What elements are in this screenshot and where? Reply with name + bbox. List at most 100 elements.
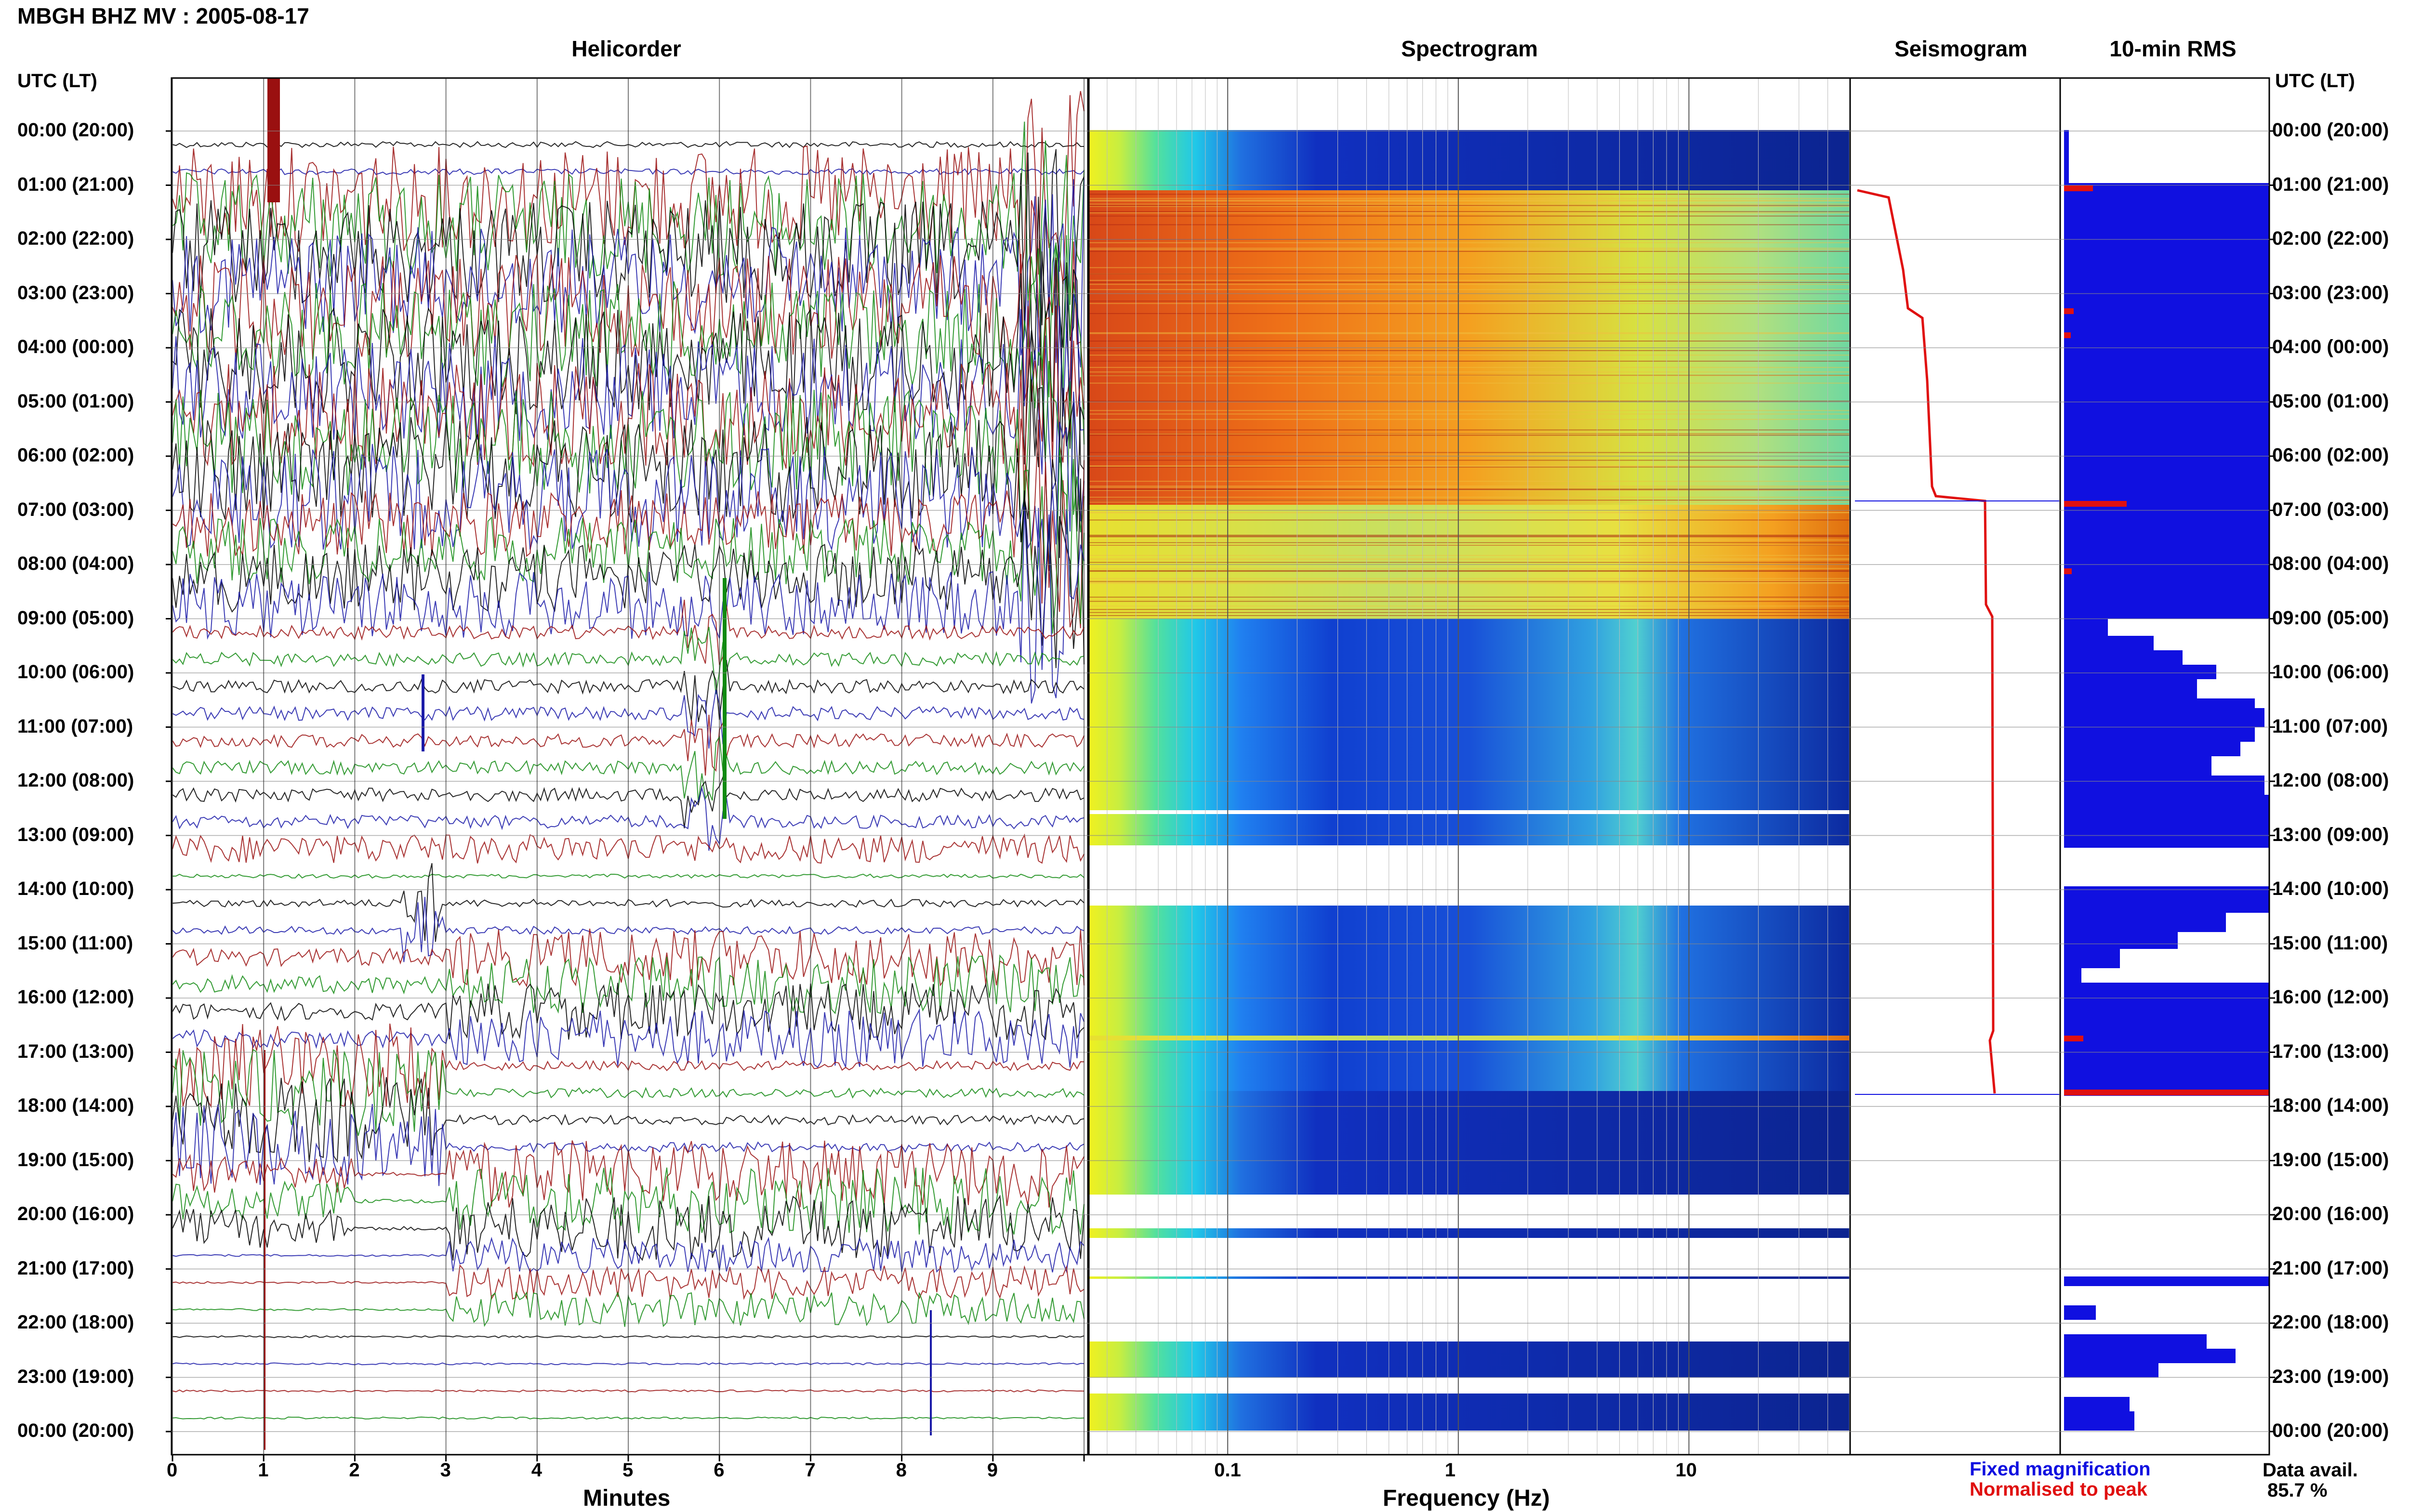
- rms-bar: [2064, 776, 2264, 795]
- rms-bar: [2064, 1276, 2269, 1286]
- helicorder-event-spike: [264, 1050, 265, 1450]
- frequency-tick-label: 0.1: [1214, 1459, 1241, 1481]
- rms-bar: [2064, 1305, 2096, 1320]
- spectrogram-title: Spectrogram: [1401, 36, 1538, 61]
- minute-tick-label: 7: [805, 1459, 816, 1481]
- spectrogram-striation: [1089, 559, 1849, 561]
- spectrogram-striation: [1089, 350, 1849, 351]
- rms-bar: [2064, 636, 2154, 650]
- time-tick-right: 08:00 (04:00): [2272, 553, 2389, 574]
- spectrogram-band: [1089, 1228, 1849, 1238]
- spectrogram-striation: [1089, 539, 1849, 541]
- spectrogram-band: [1089, 619, 1849, 845]
- frequency-tick-label: 10: [1675, 1459, 1697, 1481]
- legend-normalised-to-peak: Normalised to peak: [1970, 1479, 2148, 1500]
- time-tick-right: 05:00 (01:00): [2272, 390, 2389, 412]
- spectrogram-striation: [1089, 562, 1849, 563]
- spectrogram-striation: [1089, 333, 1849, 334]
- spectrogram-striation: [1089, 371, 1849, 373]
- minute-tick-label: 2: [349, 1459, 360, 1481]
- spectrogram-striation: [1089, 612, 1849, 613]
- time-tick-left: 09:00 (05:00): [17, 607, 134, 629]
- spectrogram-striation: [1089, 360, 1849, 362]
- frequency-axis-label: Frequency (Hz): [1383, 1486, 1550, 1511]
- rms-title: 10-min RMS: [2109, 36, 2237, 61]
- time-tick-left: 06:00 (02:00): [17, 445, 134, 466]
- spectrogram-striation: [1089, 570, 1849, 571]
- time-tick-right: 19:00 (15:00): [2272, 1149, 2389, 1170]
- minute-tick-label: 9: [987, 1459, 998, 1481]
- spectrogram-striation: [1089, 282, 1849, 283]
- minute-tick-label: 6: [714, 1459, 725, 1481]
- spectrogram-striation: [1089, 466, 1849, 468]
- minute-tick-label: 8: [896, 1459, 907, 1481]
- spectrogram-striation: [1089, 542, 1849, 543]
- spectrogram-striation: [1089, 581, 1849, 583]
- spectrogram-striation: [1089, 497, 1849, 498]
- spectrogram-striation: [1089, 583, 1849, 584]
- time-tick-right: 00:00 (20:00): [2272, 1420, 2389, 1441]
- utc-lt-left-header: UTC (LT): [17, 70, 97, 92]
- time-tick-left: 15:00 (11:00): [17, 932, 133, 954]
- spectrogram-striation: [1089, 555, 1849, 556]
- spectrogram-striation: [1089, 596, 1849, 598]
- time-tick-left: 11:00 (07:00): [17, 715, 133, 737]
- page-title: MBGH BHZ MV : 2005-08-17: [17, 3, 309, 28]
- time-tick-left: 22:00 (18:00): [17, 1312, 134, 1333]
- spectrogram-striation: [1089, 375, 1849, 376]
- spectrogram-striation: [1089, 413, 1849, 415]
- rms-bar: [2064, 679, 2197, 698]
- minute-tick-label: 1: [258, 1459, 269, 1481]
- spectrogram-striation: [1089, 578, 1849, 579]
- rms-normalised-bar: [2064, 501, 2127, 507]
- rms-normalised-bar: [2064, 568, 2072, 574]
- helicorder-event-spike: [422, 674, 424, 751]
- spectrogram-striation: [1089, 205, 1849, 206]
- spectrogram-striation: [1089, 341, 1849, 342]
- rms-bar: [2064, 130, 2069, 183]
- spectrogram-striation: [1089, 490, 1849, 491]
- rms-bar: [2064, 698, 2255, 708]
- time-tick-right: 06:00 (02:00): [2272, 445, 2389, 466]
- time-tick-left: 12:00 (08:00): [17, 770, 134, 791]
- time-tick-left: 00:00 (20:00): [17, 119, 134, 141]
- spectrogram-striation: [1089, 303, 1849, 304]
- rms-bar: [2064, 932, 2178, 949]
- spectrogram-striation: [1089, 301, 1849, 302]
- legend-fixed-magnification: Fixed magnification: [1970, 1459, 2151, 1480]
- helicorder-event-spike: [723, 578, 727, 819]
- minute-tick-label: 4: [531, 1459, 543, 1481]
- time-tick-right: 09:00 (05:00): [2272, 607, 2389, 629]
- rms-bar: [2064, 1397, 2130, 1411]
- spectrogram-striation: [1089, 571, 1849, 572]
- time-tick-left: 19:00 (15:00): [17, 1149, 134, 1170]
- rms-normalised-bar: [2064, 308, 2074, 314]
- time-tick-right: 22:00 (18:00): [2272, 1312, 2389, 1333]
- spectrogram-band: [1089, 1341, 1849, 1378]
- rms-bar: [2064, 968, 2081, 983]
- spectrogram-striation: [1089, 544, 1849, 546]
- time-tick-left: 04:00 (00:00): [17, 336, 134, 357]
- spectrogram-striation: [1089, 242, 1849, 243]
- rms-bar: [2064, 756, 2211, 776]
- time-tick-right: 00:00 (20:00): [2272, 119, 2389, 141]
- spectrogram-striation: [1089, 382, 1849, 384]
- time-tick-right: 23:00 (19:00): [2272, 1366, 2389, 1387]
- rms-bar: [2064, 795, 2269, 848]
- spectrogram-striation: [1089, 199, 1849, 201]
- rms-normalised-bar: [2064, 1036, 2083, 1041]
- time-tick-left: 00:00 (20:00): [17, 1420, 134, 1441]
- spectrogram-striation: [1089, 488, 1849, 490]
- spectrogram-striation: [1089, 580, 1849, 581]
- rms-bar: [2064, 742, 2240, 756]
- time-tick-right: 17:00 (13:00): [2272, 1040, 2389, 1062]
- rms-bar: [2064, 1411, 2134, 1431]
- minute-tick-label: 5: [622, 1459, 634, 1481]
- time-tick-left: 10:00 (06:00): [17, 661, 134, 683]
- spectrogram-striation: [1089, 501, 1849, 503]
- spectrogram-striation: [1089, 568, 1849, 569]
- helicorder-title: Helicorder: [571, 36, 681, 61]
- spectrogram-striation: [1089, 601, 1849, 602]
- time-tick-left: 01:00 (21:00): [17, 173, 134, 195]
